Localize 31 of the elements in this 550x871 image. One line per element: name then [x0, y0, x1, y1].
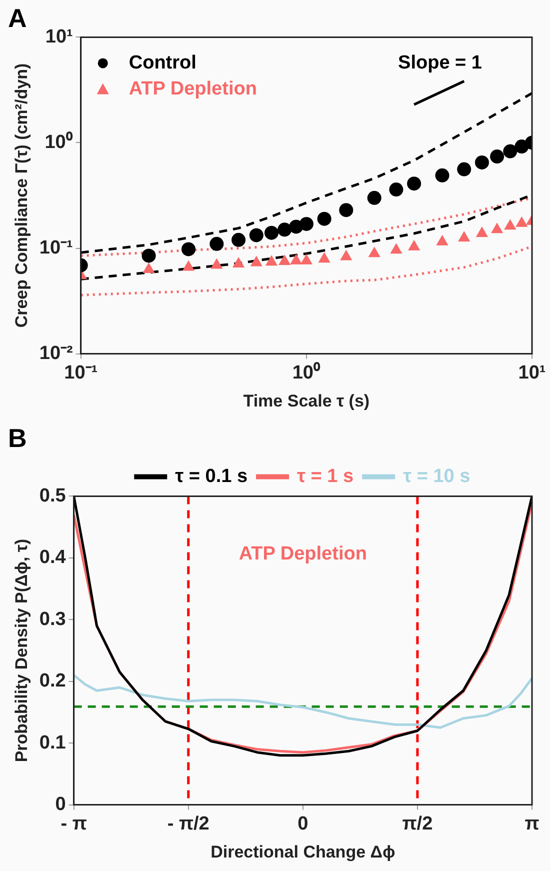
x-tick-label: π	[524, 813, 540, 834]
y-tick-label: 10⁻²	[39, 343, 73, 364]
chart-title: A	[8, 2, 27, 33]
x-tick-label: 10⁻¹	[64, 362, 98, 384]
legend-label: τ = 10 s	[403, 466, 470, 487]
annotation: Slope = 1	[398, 52, 482, 74]
x-axis-title: Directional Change Δϕ	[210, 842, 396, 862]
legend-label: τ = 1 s	[297, 466, 354, 487]
y-tick-label: 10⁰	[44, 130, 73, 153]
y-tick-label: 0	[55, 794, 66, 816]
y-axis-title: Creep Compliance Γ(τ) (cm²/dyn)	[12, 63, 31, 328]
y-axis-title: Probability Density P(Δϕ, τ)	[12, 538, 31, 762]
x-tick-label: 0	[298, 813, 308, 834]
x-axis-title: Time Scale τ (s)	[243, 391, 370, 410]
y-tick-label: 0.3	[39, 608, 66, 630]
chart-title: B	[8, 422, 27, 453]
x-tick-label: - π	[60, 813, 88, 834]
x-tick-label: 10⁰	[292, 361, 320, 384]
annotation: ATP Depletion	[238, 543, 367, 564]
x-tick-label: - π/2	[167, 813, 210, 834]
y-tick-label: 0.1	[39, 732, 66, 754]
legend-label: ATP Depletion	[128, 78, 257, 100]
legend-label: Control	[128, 52, 196, 74]
y-tick-label: 10¹	[45, 26, 73, 48]
y-tick-label: 0.4	[39, 547, 66, 568]
x-tick-label: 10¹	[518, 362, 546, 384]
x-tick-label: π/2	[402, 813, 433, 834]
legend-label: τ = 0.1 s	[175, 466, 248, 487]
y-tick-label: 10⁻¹	[39, 238, 73, 258]
y-tick-label: 0.5	[39, 485, 66, 506]
y-tick-label: 0.2	[39, 670, 66, 692]
